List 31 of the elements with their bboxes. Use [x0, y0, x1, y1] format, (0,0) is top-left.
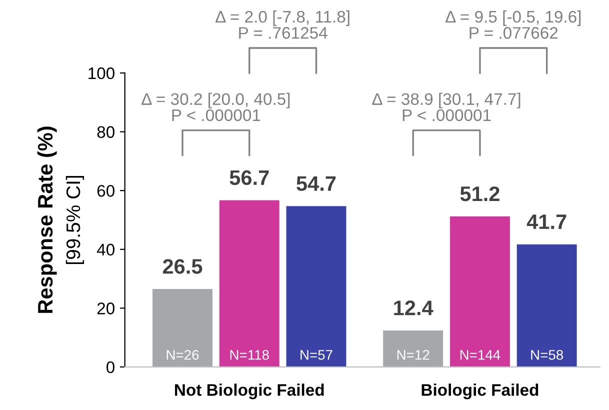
annotation: Δ = 38.9 [30.1, 47.7] P < .000001 — [372, 92, 520, 122]
bar — [286, 206, 346, 367]
data-label: 54.7 — [296, 176, 336, 191]
text: Δ = 2.0 [-7.8, 11.8] P = .761254 — [216, 10, 350, 39]
annotation: N=57 — [300, 350, 332, 360]
data-label: 26.5 — [162, 259, 202, 274]
y-tick-label: 0 — [106, 361, 114, 374]
y-tick-label: 80 — [97, 126, 114, 138]
data-label: 51.2 — [460, 186, 500, 202]
annotation: Δ = 30.2 [20.0, 40.5] P < .000001 — [142, 92, 290, 122]
y-tick-label: 20 — [97, 302, 114, 314]
x-tick-label: Biologic Failed — [422, 384, 538, 400]
data-label: 12.4 — [394, 300, 434, 316]
annotation: N=12 — [397, 350, 430, 360]
annotation: N=144 — [460, 350, 500, 360]
y-tick-label: 60 — [97, 184, 114, 197]
text: Response Rate (%) [99.5% CI] — [37, 126, 84, 313]
bar — [516, 244, 577, 367]
y-tick-label: 40 — [96, 244, 114, 256]
bar — [219, 200, 280, 367]
annotation: N=26 — [166, 350, 199, 360]
bar — [152, 289, 212, 367]
data-label: 41.7 — [526, 214, 566, 229]
data-label: 56.7 — [230, 170, 269, 186]
x-tick-label: Not Biologic Failed — [175, 384, 324, 400]
bar — [450, 216, 510, 367]
annotation: N=58 — [531, 350, 564, 360]
text: Δ = 9.5 [-0.5, 19.6] P = .077662 — [446, 10, 581, 39]
y-tick-label: 100 — [88, 67, 114, 80]
annotation: N=118 — [230, 350, 269, 360]
bar — [383, 330, 444, 367]
